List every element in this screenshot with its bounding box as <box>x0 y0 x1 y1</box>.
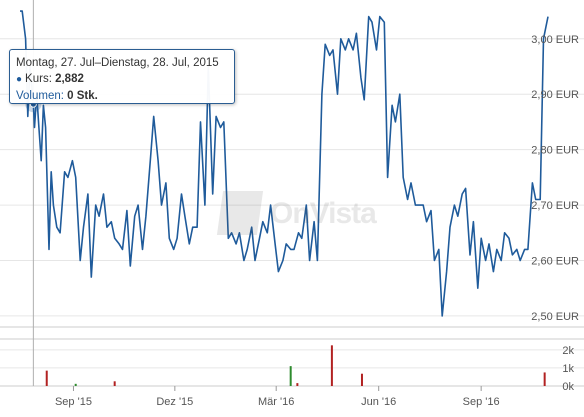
volume-bar <box>74 383 77 386</box>
price-tick-label: 2,70 EUR <box>531 200 579 212</box>
volume-bar <box>543 372 546 386</box>
volume-tick-label: 2k <box>562 345 574 357</box>
x-tick-label: Jun '16 <box>361 396 396 408</box>
tooltip-volume-value: 0 Stk. <box>67 90 98 102</box>
volume-tick-label: 0k <box>562 381 574 393</box>
x-axis-labels: Sep '15 Dez '15 Mär '16 Jun '16 Sep '16 <box>55 396 500 408</box>
tooltip-price-row: ● Kurs: 2,882 <box>16 71 228 88</box>
chart-tooltip: Montag, 27. Jul–Dienstag, 28. Jul, 2015 … <box>9 49 235 104</box>
volume-bar <box>289 366 292 386</box>
tooltip-volume-label: Volumen: <box>16 90 64 102</box>
volume-gridlines <box>0 338 584 387</box>
volume-bar <box>360 373 363 386</box>
x-tick-label: Mär '16 <box>258 396 294 408</box>
price-series-line <box>20 10 549 317</box>
price-tick-label: 2,60 EUR <box>531 255 579 267</box>
volume-bar <box>296 383 299 386</box>
price-tick-label: 2,90 EUR <box>531 89 579 101</box>
price-axis-labels: 2,50 EUR 2,60 EUR 2,70 EUR 2,80 EUR 2,90 EUR… <box>531 34 579 323</box>
tooltip-price-value: 2,882 <box>55 73 84 85</box>
volume-tick-label: 1k <box>562 363 574 375</box>
volume-axis-labels: 0k 1k 2k <box>562 345 574 393</box>
volume-bar <box>330 345 333 386</box>
series-dot-icon: ● <box>16 74 23 85</box>
price-tick-label: 3,00 EUR <box>531 34 579 46</box>
x-axis-ticks <box>72 386 482 391</box>
volume-bar <box>113 381 116 386</box>
x-tick-label: Sep '15 <box>55 396 92 408</box>
x-tick-label: Dez '15 <box>156 396 193 408</box>
x-tick-label: Sep '16 <box>463 396 500 408</box>
volume-bars <box>45 345 546 386</box>
tooltip-price-label: Kurs: <box>25 73 52 85</box>
tooltip-date: Montag, 27. Jul–Dienstag, 28. Jul, 2015 <box>16 57 219 69</box>
price-tick-label: 2,50 EUR <box>531 311 579 323</box>
tooltip-volume-row: Volumen: 0 Stk. <box>16 88 228 104</box>
volume-bar <box>45 370 48 386</box>
price-tick-label: 2,80 EUR <box>531 145 579 157</box>
